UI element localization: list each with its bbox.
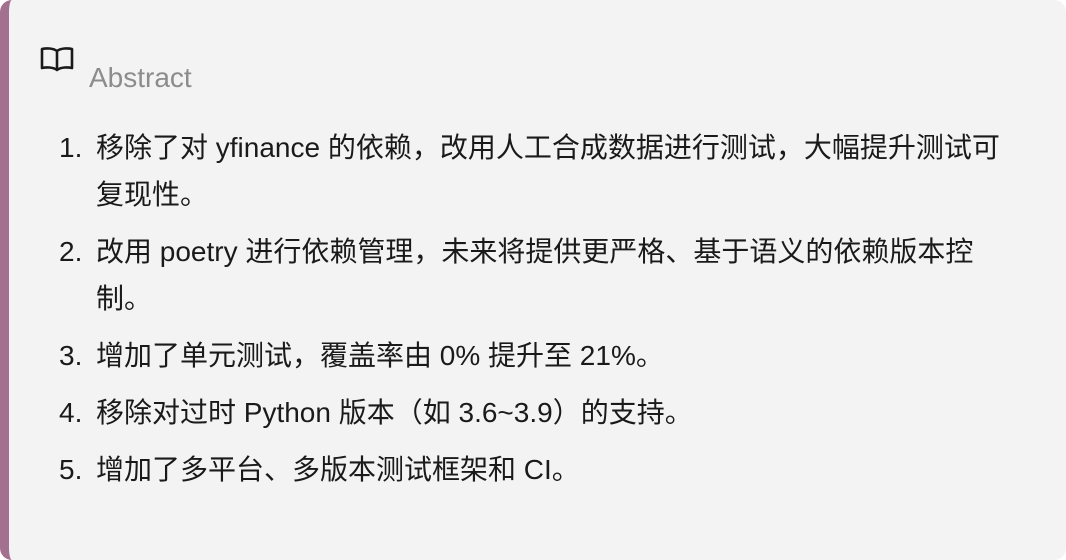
list-item: 4. 移除对过时 Python 版本（如 3.6~3.9）的支持。 [59, 389, 1019, 436]
list-item-text: 改用 poetry 进行依赖管理，未来将提供更严格、基于语义的依赖版本控制。 [96, 236, 974, 314]
open-book-icon [39, 44, 75, 74]
list-item-text: 移除了对 yfinance 的依赖，改用人工合成数据进行测试，大幅提升测试可复现… [96, 132, 1000, 210]
list-item-number: 5. [59, 454, 83, 485]
list-item-text: 移除对过时 Python 版本（如 3.6~3.9）的支持。 [96, 397, 693, 428]
list-item: 5. 增加了多平台、多版本测试框架和 CI。 [59, 446, 1019, 493]
list-item-number: 4. [59, 397, 83, 428]
abstract-list: 1. 移除了对 yfinance 的依赖，改用人工合成数据进行测试，大幅提升测试… [59, 124, 1019, 503]
list-item-number: 3. [59, 340, 83, 371]
list-item-text: 增加了多平台、多版本测试框架和 CI。 [96, 454, 580, 485]
list-item: 2. 改用 poetry 进行依赖管理，未来将提供更严格、基于语义的依赖版本控制… [59, 228, 1019, 322]
list-item-number: 1. [59, 132, 83, 163]
list-item-text: 增加了单元测试，覆盖率由 0% 提升至 21%。 [96, 340, 664, 371]
callout-title: Abstract [89, 62, 192, 93]
list-item: 3. 增加了单元测试，覆盖率由 0% 提升至 21%。 [59, 332, 1019, 379]
list-item-number: 2. [59, 236, 83, 267]
list-item: 1. 移除了对 yfinance 的依赖，改用人工合成数据进行测试，大幅提升测试… [59, 124, 1019, 218]
